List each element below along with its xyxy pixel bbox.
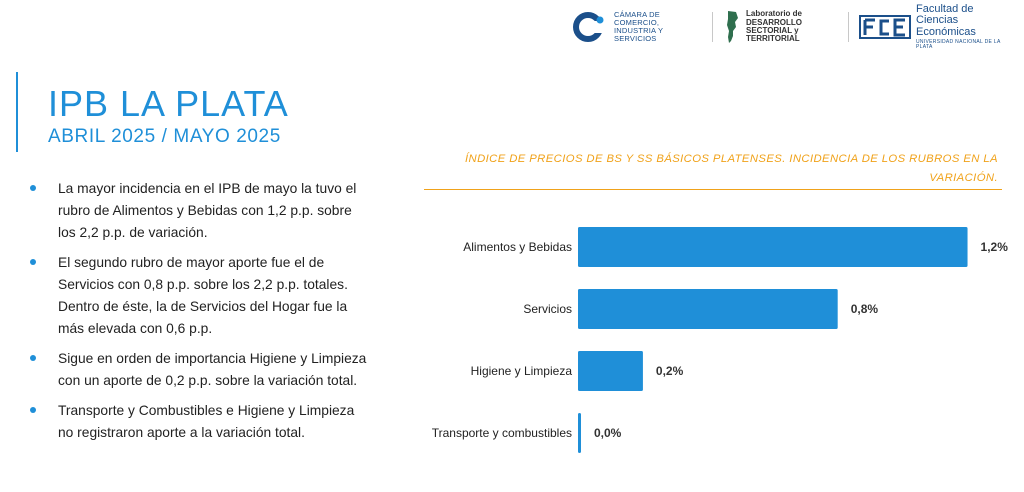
logo-divider: [712, 12, 713, 42]
bullet-text: Sigue en orden de importancia Higiene y …: [58, 351, 367, 388]
bar-3: [578, 413, 581, 453]
laboratorio-logo: Laboratorio de DESARROLLO SECTORIAL y TE…: [723, 10, 838, 44]
bullet-item: La mayor incidencia en el IPB de mayo la…: [28, 178, 368, 244]
logo-divider: [848, 12, 849, 42]
chart-title: ÍNDICE DE PRECIOS DE BS Y SS BÁSICOS PLA…: [464, 153, 998, 184]
argentina-map-icon: [727, 11, 738, 43]
header-logos: CÁMARA DE COMERCIO, INDUSTRIA Y SERVICIO…: [573, 3, 1016, 49]
fce-logo-icon: [859, 15, 911, 39]
page-title: IPB LA PLATA: [48, 83, 289, 124]
chart-title-rule: [424, 189, 1002, 190]
bullet-dot: [30, 185, 36, 191]
camara-logo-icon: [573, 12, 605, 42]
data-label: 0,0%: [594, 426, 622, 440]
page-subtitle: ABRIL 2025 / MAYO 2025: [48, 126, 281, 147]
fce-logo: Facultad de Ciencias Económicas UNIVERSI…: [859, 2, 1016, 50]
bullet-list: La mayor incidencia en el IPB de mayo la…: [28, 178, 368, 452]
bullet-item: Sigue en orden de importancia Higiene y …: [28, 348, 368, 392]
category-label: Alimentos y Bebidas: [463, 240, 572, 254]
bullet-item: El segundo rubro de mayor aporte fue el …: [28, 252, 368, 340]
category-label: Servicios: [523, 302, 572, 316]
bullet-dot: [30, 407, 36, 413]
category-label: Transporte y combustibles: [432, 426, 572, 440]
fce-logo-sub: UNIVERSIDAD NACIONAL DE LA PLATA: [916, 38, 1001, 50]
bullet-dot: [30, 355, 36, 361]
data-label: 1,2%: [981, 240, 1009, 254]
bar-0: [578, 227, 968, 267]
camara-logo-text: CÁMARA DE COMERCIO, INDUSTRIA Y SERVICIO…: [614, 10, 664, 43]
bullet-text: El segundo rubro de mayor aporte fue el …: [58, 255, 348, 336]
data-label: 0,8%: [851, 302, 879, 316]
bullet-dot: [30, 259, 36, 265]
bullet-text: Transporte y Combustibles e Higiene y Li…: [58, 403, 355, 440]
bullet-item: Transporte y Combustibles e Higiene y Li…: [28, 400, 368, 444]
laboratorio-logo-text: Laboratorio de DESARROLLO SECTORIAL y TE…: [746, 9, 803, 44]
data-label: 0,2%: [656, 364, 684, 378]
fce-logo-text: Facultad de Ciencias Económicas UNIVERSI…: [916, 2, 1016, 50]
bar-2: [578, 351, 643, 391]
category-label: Higiene y Limpieza: [471, 364, 573, 378]
camara-logo: CÁMARA DE COMERCIO, INDUSTRIA Y SERVICIO…: [573, 11, 702, 43]
title-accent-bar: [16, 72, 18, 152]
bullet-text: La mayor incidencia en el IPB de mayo la…: [58, 181, 357, 240]
fce-logo-name: Facultad de Ciencias Económicas: [916, 2, 976, 39]
bar-1: [578, 289, 838, 329]
